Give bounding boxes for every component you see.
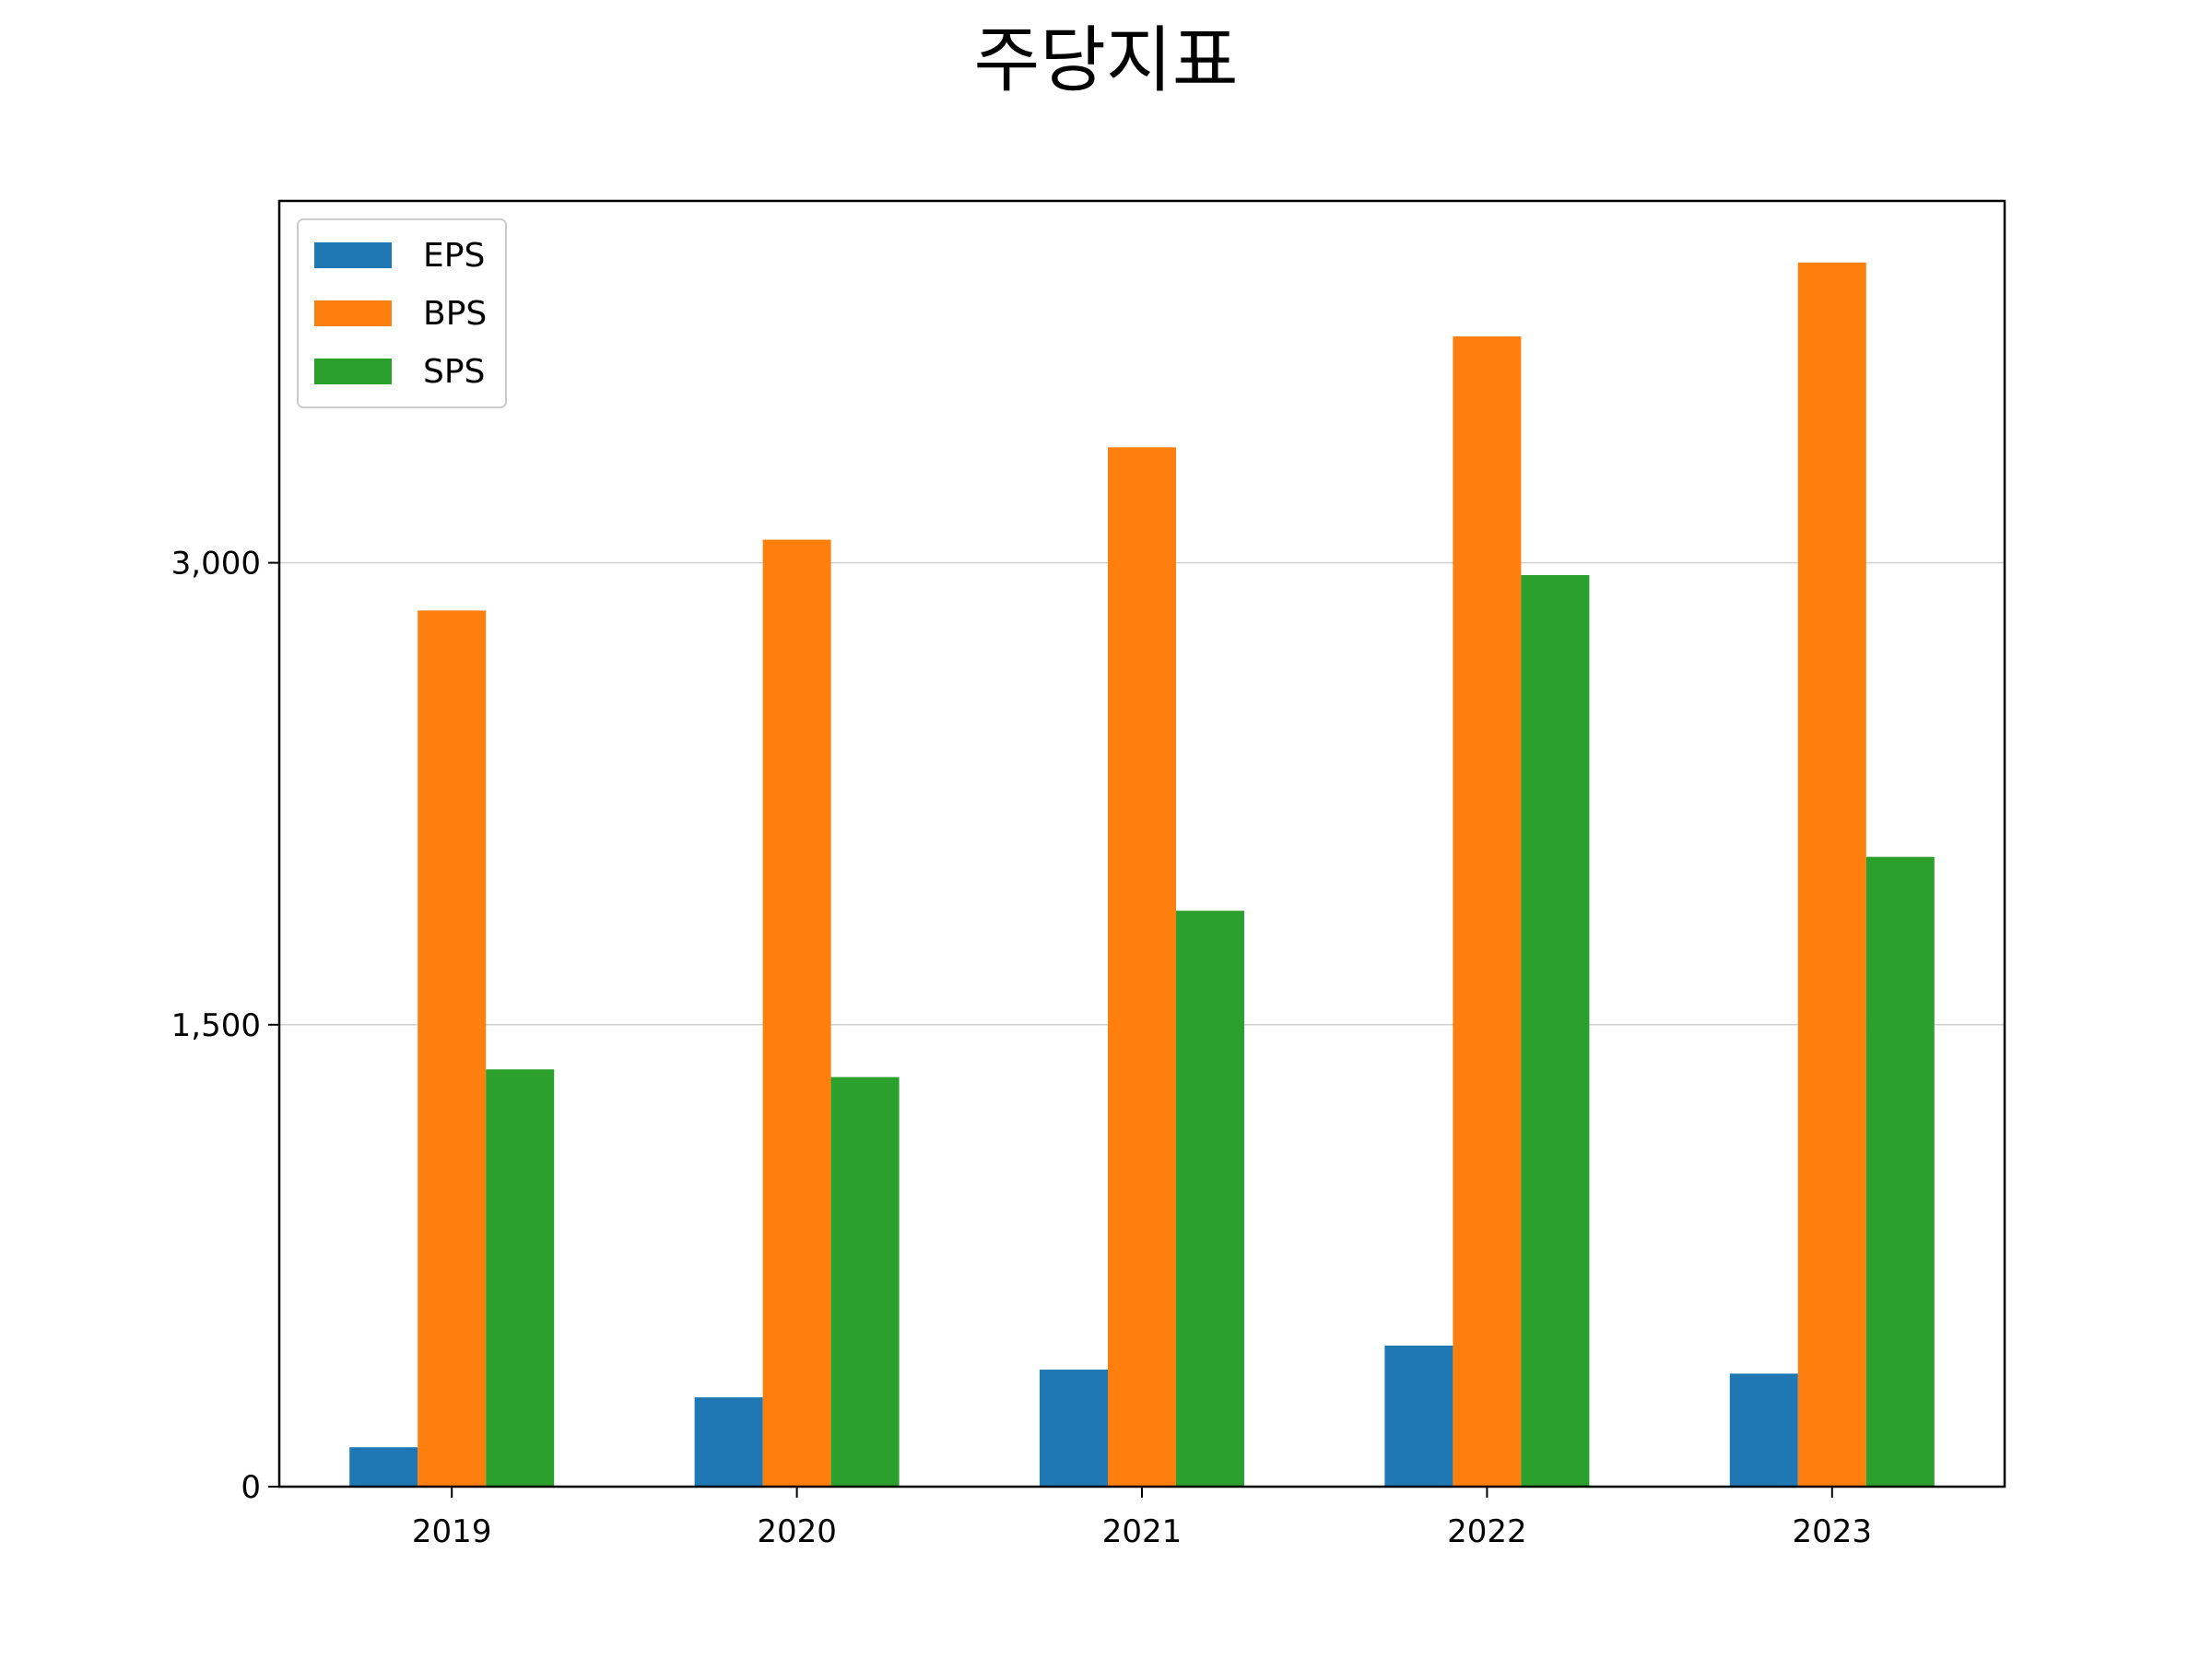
legend: EPS BPS SPS	[297, 218, 507, 408]
legend-label-bps: BPS	[423, 295, 487, 333]
bar-eps-2020	[694, 1397, 763, 1487]
bar-eps-2019	[349, 1447, 418, 1487]
bar-sps-2023	[1865, 856, 1935, 1487]
bar-bps-2019	[418, 610, 487, 1487]
bar-eps-2021	[1040, 1370, 1108, 1487]
y-tick-label: 3,000	[171, 546, 261, 582]
bar-bps-2021	[1108, 447, 1176, 1487]
legend-label-sps: SPS	[423, 353, 485, 391]
x-tick-label: 2022	[1447, 1513, 1527, 1550]
bars	[349, 262, 1935, 1488]
chart-title: 주당지표	[973, 19, 1238, 102]
bar-sps-2019	[486, 1069, 555, 1487]
axes: 0 1,500 3,000 2019 2020 2021 2022 2023	[171, 546, 1872, 1550]
y-tick-label: 1,500	[171, 1007, 261, 1044]
bar-bps-2023	[1797, 262, 1866, 1487]
x-tick-label: 2021	[1102, 1513, 1182, 1550]
bar-bps-2022	[1453, 336, 1522, 1488]
bar-eps-2023	[1729, 1373, 1798, 1487]
bar-sps-2022	[1521, 574, 1590, 1487]
bar-eps-2022	[1384, 1345, 1453, 1487]
x-tick-label: 2020	[757, 1513, 837, 1550]
bar-sps-2020	[830, 1077, 900, 1487]
x-tick-label: 2019	[412, 1513, 492, 1550]
y-tick-label: 0	[241, 1469, 261, 1506]
bar-sps-2021	[1176, 911, 1244, 1487]
legend-swatch-bps	[314, 300, 392, 326]
legend-swatch-sps	[314, 359, 392, 384]
legend-label-eps: EPS	[423, 237, 485, 275]
x-tick-label: 2023	[1793, 1513, 1873, 1550]
legend-swatch-eps	[314, 242, 392, 268]
bar-bps-2020	[762, 539, 831, 1487]
